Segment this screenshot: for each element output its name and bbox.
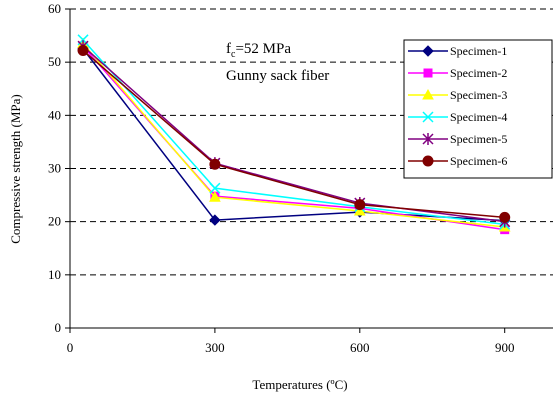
series-line-3	[82, 43, 505, 228]
legend: Specimen-1 Specimen-2 Specimen-3 Specimen-4…	[403, 39, 553, 179]
data-point-s6-900	[499, 211, 511, 223]
legend-item-4: Specimen-4	[408, 110, 507, 124]
y-tick-label-0: 0	[55, 320, 62, 335]
x-axis-title: Temperatures (ºC)	[252, 377, 347, 392]
y-tick-label-30: 30	[48, 161, 61, 176]
legend-label-5: Specimen-5	[450, 132, 507, 146]
y-axis-title: Compressive strength (MPa)	[8, 94, 23, 243]
series-line-6	[82, 49, 505, 219]
y-tick-label-10: 10	[48, 267, 61, 282]
x-tick-label-300: 300	[205, 340, 225, 355]
legend-label-4: Specimen-4	[450, 110, 507, 124]
data-point-s4-300	[209, 182, 221, 194]
legend-marker-3	[422, 88, 434, 100]
legend-label-3: Specimen-3	[450, 88, 507, 102]
annotation-fiber: Gunny sack fiber	[226, 68, 329, 84]
y-tick-label-40: 40	[48, 107, 61, 122]
legend-item-1: Specimen-1	[408, 44, 507, 58]
x-tick-label-0: 0	[67, 340, 74, 355]
axes	[65, 8, 553, 333]
legend-item-3: Specimen-3	[408, 88, 507, 102]
annotation-strength-value: =52 MPa	[235, 41, 291, 57]
annotation-strength-prefix: f	[226, 41, 231, 57]
data-point-s1-300	[209, 214, 221, 226]
data-point-s3-600	[353, 205, 366, 216]
series-6	[77, 44, 511, 223]
legend-item-5: Specimen-5	[408, 132, 507, 146]
series-line-5	[82, 45, 505, 223]
legend-marker-4	[422, 111, 434, 123]
annotation-strength-subscript: c	[231, 49, 236, 60]
legend-marker-6	[422, 155, 434, 167]
data-point-s6-300	[209, 158, 221, 170]
series-line-4	[82, 39, 505, 226]
legend-item-6: Specimen-6	[408, 154, 507, 168]
data-point-s6-600	[354, 199, 366, 211]
y-tick-label-60: 60	[48, 1, 61, 16]
series-line-1	[82, 48, 505, 222]
legend-marker-2	[423, 68, 433, 78]
legend-marker-1	[422, 45, 434, 57]
legend-marker-5	[422, 133, 434, 145]
data-point-s3-300	[209, 191, 221, 202]
y-tick-label-20: 20	[48, 214, 61, 229]
legend-label-6: Specimen-6	[450, 154, 507, 168]
legend-box	[403, 39, 553, 179]
data-point-s6-27	[77, 44, 89, 56]
series	[77, 34, 511, 235]
y-tick-label-50: 50	[48, 54, 61, 69]
legend-label-1: Specimen-1	[450, 44, 507, 58]
x-tick-label-600: 600	[350, 340, 370, 355]
legend-item-2: Specimen-2	[408, 66, 507, 80]
annotation-strength: fc=52 MPa	[226, 41, 291, 60]
x-tick-label-900: 900	[495, 340, 515, 355]
legend-label-2: Specimen-2	[450, 66, 507, 80]
